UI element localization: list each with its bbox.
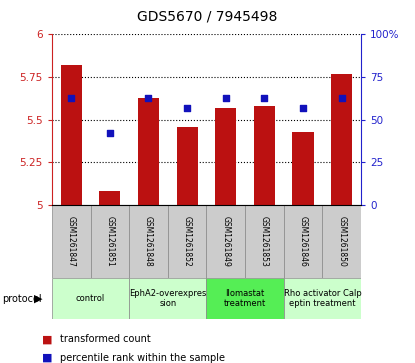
Point xyxy=(184,105,190,111)
Point xyxy=(222,95,229,101)
Text: ■: ■ xyxy=(42,352,52,363)
Point xyxy=(68,95,75,101)
Text: GSM1261853: GSM1261853 xyxy=(260,216,269,267)
Bar xyxy=(176,127,198,205)
Bar xyxy=(245,205,284,278)
Point xyxy=(145,95,152,101)
Bar xyxy=(207,278,284,319)
Text: GSM1261846: GSM1261846 xyxy=(298,216,308,267)
Bar xyxy=(138,98,159,205)
Bar xyxy=(90,205,129,278)
Text: EphA2-overexpres
sion: EphA2-overexpres sion xyxy=(129,289,207,308)
Bar xyxy=(284,205,322,278)
Text: GDS5670 / 7945498: GDS5670 / 7945498 xyxy=(137,9,278,23)
Text: GSM1261851: GSM1261851 xyxy=(105,216,115,267)
Point xyxy=(261,95,268,101)
Bar xyxy=(52,278,129,319)
Text: GSM1261850: GSM1261850 xyxy=(337,216,346,267)
Bar xyxy=(168,205,207,278)
Bar xyxy=(322,205,361,278)
Text: GSM1261849: GSM1261849 xyxy=(221,216,230,267)
Text: Ilomastat
treatment: Ilomastat treatment xyxy=(224,289,266,308)
Bar xyxy=(331,74,352,205)
Bar xyxy=(61,65,82,205)
Bar xyxy=(52,205,90,278)
Point xyxy=(107,131,113,136)
Text: GSM1261848: GSM1261848 xyxy=(144,216,153,267)
Bar xyxy=(129,278,207,319)
Point xyxy=(338,95,345,101)
Text: GSM1261847: GSM1261847 xyxy=(67,216,76,267)
Text: ■: ■ xyxy=(42,334,52,344)
Bar xyxy=(284,278,361,319)
Text: percentile rank within the sample: percentile rank within the sample xyxy=(60,352,225,363)
Text: Rho activator Calp
eptin treatment: Rho activator Calp eptin treatment xyxy=(283,289,361,308)
Bar xyxy=(129,205,168,278)
Text: GSM1261852: GSM1261852 xyxy=(183,216,192,267)
Bar xyxy=(254,106,275,205)
Text: transformed count: transformed count xyxy=(60,334,151,344)
Text: control: control xyxy=(76,294,105,303)
Bar xyxy=(99,191,120,205)
Point xyxy=(300,105,306,111)
Bar xyxy=(293,132,314,205)
Text: protocol: protocol xyxy=(2,294,42,303)
Text: ▶: ▶ xyxy=(34,294,43,303)
Bar xyxy=(215,108,237,205)
Bar xyxy=(207,205,245,278)
